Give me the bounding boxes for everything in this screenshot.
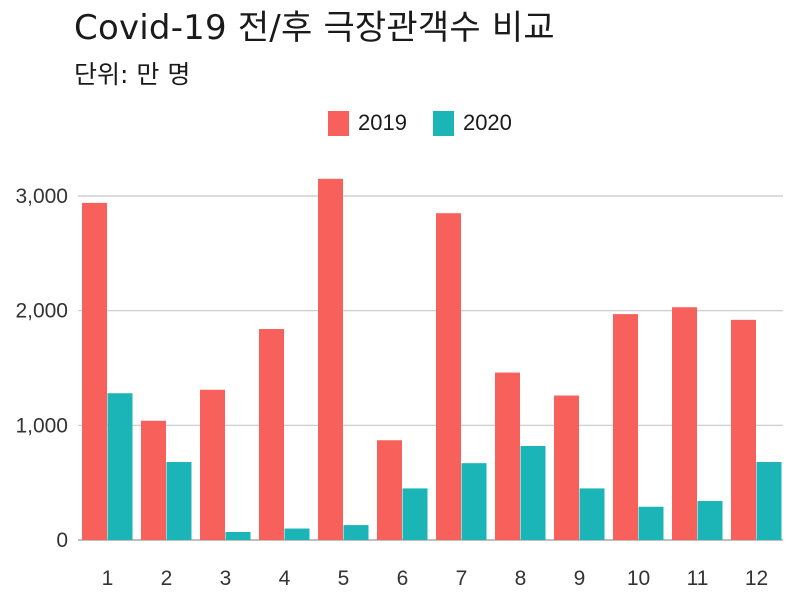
y-tick-label: 3,000 xyxy=(15,185,68,208)
x-tick-label: 3 xyxy=(220,567,232,590)
x-tick-label: 6 xyxy=(397,567,409,590)
bar-2019-7 xyxy=(436,213,461,540)
bar-2020-7 xyxy=(462,463,487,540)
y-tick-label: 0 xyxy=(56,529,68,552)
x-tick-label: 8 xyxy=(515,567,527,590)
bar-2019-12 xyxy=(731,320,756,540)
bar-2020-9 xyxy=(580,488,605,540)
x-tick-label: 11 xyxy=(687,567,709,590)
x-tick-label: 4 xyxy=(279,567,291,590)
x-tick-label: 7 xyxy=(456,567,468,590)
x-tick-label: 1 xyxy=(102,567,114,590)
bar-2020-6 xyxy=(403,488,428,540)
bar-2020-10 xyxy=(639,507,664,540)
bar-2020-12 xyxy=(757,462,782,540)
y-tick-label: 1,000 xyxy=(15,414,68,437)
x-tick-label: 2 xyxy=(161,567,173,590)
bar-2020-11 xyxy=(698,501,723,540)
x-tick-label: 5 xyxy=(338,567,350,590)
bar-2019-8 xyxy=(495,373,520,540)
x-tick-label: 9 xyxy=(574,567,586,590)
bar-2019-4 xyxy=(259,329,284,540)
bar-2020-8 xyxy=(521,446,546,540)
bar-2019-3 xyxy=(200,390,225,540)
bar-2019-11 xyxy=(672,307,697,540)
bar-2019-6 xyxy=(377,440,402,540)
bar-2019-9 xyxy=(554,396,579,540)
bar-2019-2 xyxy=(141,421,166,540)
bar-2020-1 xyxy=(108,393,133,540)
bar-2019-10 xyxy=(613,314,638,540)
x-tick-label: 10 xyxy=(627,567,650,590)
bar-2019-1 xyxy=(82,203,107,540)
x-tick-label: 12 xyxy=(745,567,768,590)
bar-2020-2 xyxy=(167,462,192,540)
bar-2020-5 xyxy=(344,525,369,540)
bar-2019-5 xyxy=(318,179,343,540)
y-tick-label: 2,000 xyxy=(15,300,68,323)
bar-2020-4 xyxy=(285,529,310,540)
bar-2020-3 xyxy=(226,532,251,540)
